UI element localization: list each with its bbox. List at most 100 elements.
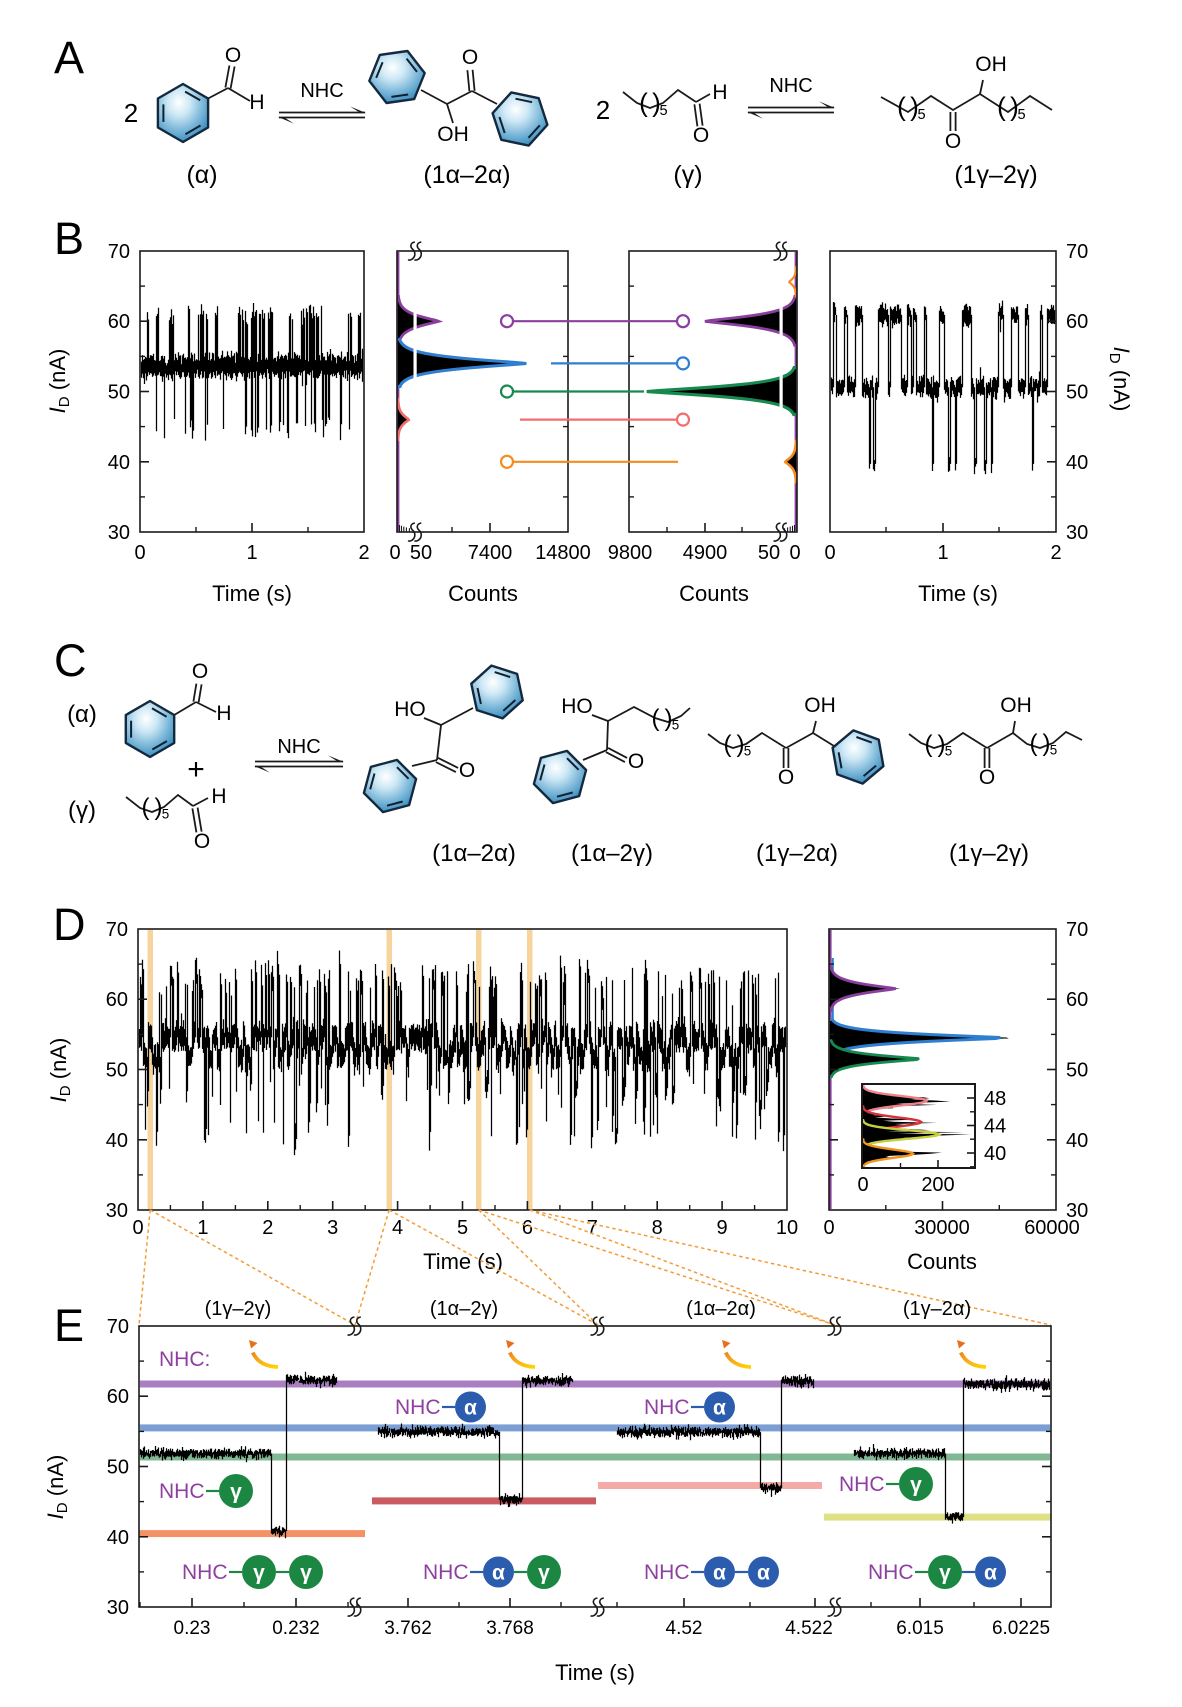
svg-text:(: (	[1030, 730, 1038, 757]
svg-text:(1γ–2α): (1γ–2α)	[756, 840, 838, 867]
svg-text:0.23: 0.23	[174, 1618, 211, 1639]
svg-text:O: O	[462, 46, 478, 69]
svg-text:(γ): (γ)	[68, 797, 96, 824]
svg-text:NHC: NHC	[300, 80, 343, 102]
svg-text:γ: γ	[300, 1562, 312, 1585]
svg-text:α: α	[713, 1397, 726, 1420]
svg-text:): )	[652, 88, 661, 118]
svg-text:5: 5	[744, 743, 751, 758]
svg-text:30: 30	[1066, 522, 1088, 544]
svg-text:9: 9	[717, 1217, 728, 1239]
svg-text:ID (nA): ID (nA)	[45, 349, 73, 414]
svg-text:30: 30	[1066, 1200, 1088, 1222]
svg-text:200: 200	[921, 1174, 954, 1196]
svg-text:70: 70	[107, 1316, 129, 1338]
svg-text:60: 60	[108, 311, 130, 333]
svg-text:C: C	[54, 635, 87, 686]
svg-text:E: E	[54, 1300, 84, 1351]
svg-text:0: 0	[389, 542, 400, 564]
svg-text:): )	[155, 794, 163, 821]
svg-text:NHC: NHC	[839, 1473, 885, 1496]
svg-text:): )	[665, 705, 673, 732]
svg-text:Counts: Counts	[448, 581, 518, 606]
svg-text:40: 40	[106, 1130, 128, 1152]
svg-text:1: 1	[937, 542, 948, 564]
svg-text:ID (nA): ID (nA)	[1106, 347, 1134, 412]
svg-text:50: 50	[1066, 382, 1088, 404]
svg-text:NHC: NHC	[182, 1561, 228, 1584]
svg-text:5: 5	[945, 743, 952, 758]
svg-text:5: 5	[1050, 742, 1057, 757]
svg-text:70: 70	[1066, 241, 1088, 263]
svg-text:D: D	[53, 899, 86, 950]
svg-text:50: 50	[410, 542, 432, 564]
svg-text:(: (	[997, 92, 1006, 122]
svg-text:NHC: NHC	[159, 1480, 205, 1503]
svg-text:5: 5	[162, 806, 169, 821]
svg-text:0: 0	[134, 542, 145, 564]
svg-text:(γ): (γ)	[673, 161, 702, 189]
svg-text:6.015: 6.015	[896, 1618, 944, 1639]
svg-text:O: O	[979, 766, 995, 789]
svg-text:O: O	[628, 750, 644, 773]
svg-text:4900: 4900	[683, 542, 728, 564]
svg-text:O: O	[693, 124, 709, 147]
svg-text:HO: HO	[394, 698, 426, 721]
svg-text:5: 5	[659, 103, 667, 119]
svg-text:2: 2	[124, 98, 138, 128]
svg-text:Time (s): Time (s)	[555, 1660, 635, 1685]
svg-text:60: 60	[1066, 989, 1088, 1011]
svg-text:Time (s): Time (s)	[918, 581, 998, 606]
svg-text:γ: γ	[939, 1562, 951, 1585]
svg-text:7: 7	[587, 1217, 598, 1239]
svg-text:0.232: 0.232	[272, 1618, 320, 1639]
svg-text:ID (nA): ID (nA)	[43, 1455, 71, 1520]
svg-text:α: α	[464, 1397, 477, 1420]
svg-text:48: 48	[984, 1088, 1006, 1110]
svg-text:1: 1	[246, 542, 257, 564]
svg-text:3.768: 3.768	[486, 1618, 534, 1639]
svg-text:7400: 7400	[468, 542, 513, 564]
svg-text:5: 5	[672, 717, 679, 732]
svg-text:α: α	[492, 1562, 505, 1585]
svg-text:ID (nA): ID (nA)	[46, 1038, 74, 1103]
svg-text:Counts: Counts	[907, 1249, 977, 1274]
svg-text:50: 50	[106, 1060, 128, 1082]
svg-text:4: 4	[392, 1217, 403, 1239]
svg-text:0: 0	[789, 542, 800, 564]
svg-text:5: 5	[457, 1217, 468, 1239]
svg-text:OH: OH	[804, 694, 836, 717]
svg-text:30: 30	[107, 1597, 129, 1619]
svg-text:α: α	[757, 1562, 770, 1585]
svg-text:α: α	[713, 1562, 726, 1585]
svg-text:3: 3	[327, 1217, 338, 1239]
svg-text:50: 50	[108, 382, 130, 404]
svg-text:60: 60	[106, 989, 128, 1011]
svg-text:4.52: 4.52	[666, 1618, 703, 1639]
svg-text:3.762: 3.762	[384, 1618, 432, 1639]
svg-text:(: (	[897, 92, 906, 122]
svg-text:NHC: NHC	[644, 1561, 690, 1584]
svg-text:60000: 60000	[1024, 1217, 1080, 1239]
svg-text:): )	[910, 92, 919, 122]
svg-text:0: 0	[824, 542, 835, 564]
svg-text:(: (	[639, 88, 648, 118]
svg-text:(: (	[652, 705, 660, 732]
svg-text:γ: γ	[538, 1562, 550, 1585]
svg-text:H: H	[211, 785, 226, 808]
svg-text:O: O	[945, 130, 961, 153]
svg-text:5: 5	[917, 107, 925, 123]
svg-text:HO: HO	[561, 695, 593, 718]
svg-text:60: 60	[1066, 311, 1088, 333]
svg-text:(1γ–2γ): (1γ–2γ)	[205, 1298, 272, 1320]
svg-text:10: 10	[776, 1217, 798, 1239]
svg-text:OH: OH	[437, 123, 469, 146]
svg-text:(: (	[925, 731, 933, 758]
svg-text:(1γ–2γ): (1γ–2γ)	[954, 161, 1037, 189]
svg-text:50: 50	[107, 1457, 129, 1479]
svg-text:NHC: NHC	[395, 1396, 441, 1419]
svg-text:1: 1	[197, 1217, 208, 1239]
svg-text:B: B	[54, 213, 84, 264]
svg-text:0: 0	[823, 1217, 834, 1239]
svg-text:OH: OH	[1000, 694, 1032, 717]
